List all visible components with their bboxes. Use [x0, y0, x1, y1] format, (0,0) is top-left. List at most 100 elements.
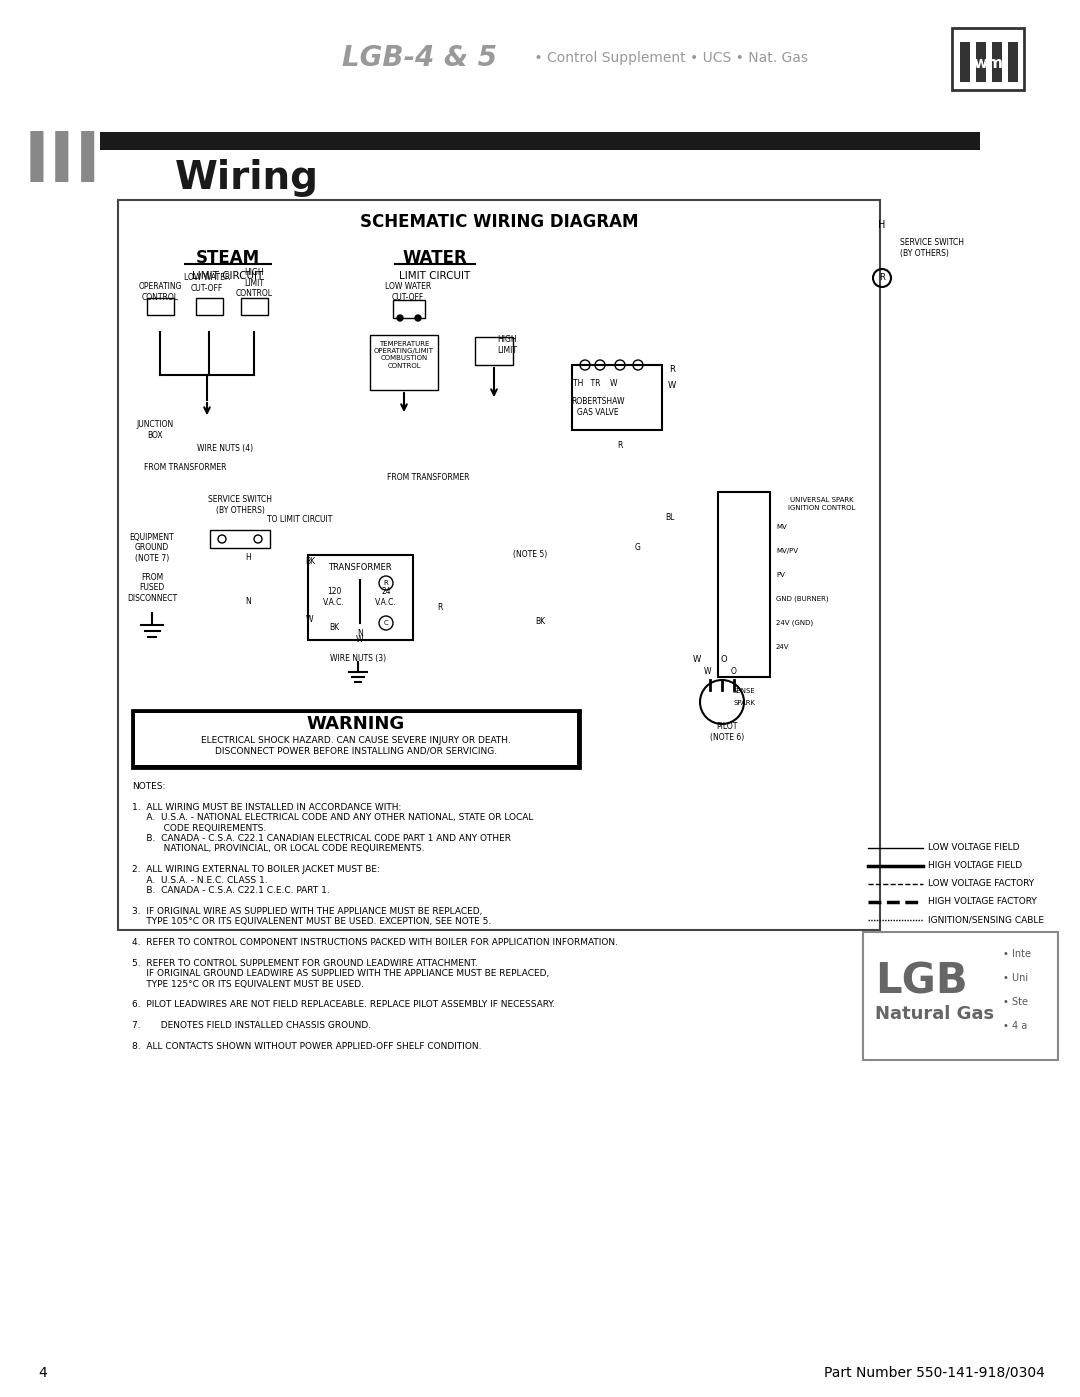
Text: BK: BK [305, 557, 315, 567]
Bar [572, 365, 662, 430]
Text: FROM TRANSFORMER: FROM TRANSFORMER [387, 474, 469, 482]
Text: JUNCTION
BOX: JUNCTION BOX [136, 420, 174, 440]
Bar [195, 298, 222, 314]
Text: LGB: LGB [875, 961, 968, 1003]
Text: 4: 4 [38, 1366, 46, 1380]
Text: W: W [703, 668, 711, 676]
Text: Natural Gas: Natural Gas [875, 1004, 994, 1023]
Text: ROBERTSHAW
GAS VALVE: ROBERTSHAW GAS VALVE [571, 397, 624, 416]
Text: UNIVERSAL SPARK
IGNITION CONTROL: UNIVERSAL SPARK IGNITION CONTROL [788, 497, 855, 510]
Circle shape [415, 314, 421, 321]
Text: EQUIPMENT
GROUND
(NOTE 7): EQUIPMENT GROUND (NOTE 7) [130, 534, 174, 563]
Text: • Control Supplement • UCS • Nat. Gas: • Control Supplement • UCS • Nat. Gas [530, 52, 808, 66]
Text: SERVICE SWITCH
(BY OTHERS): SERVICE SWITCH (BY OTHERS) [208, 496, 272, 514]
Text: ELECTRICAL SHOCK HAZARD. CAN CAUSE SEVERE INJURY OR DEATH.
DISCONNECT POWER BEFO: ELECTRICAL SHOCK HAZARD. CAN CAUSE SEVER… [201, 736, 511, 756]
Bar [976, 42, 986, 82]
Text: OPERATING
CONTROL: OPERATING CONTROL [138, 282, 181, 302]
Text: • Uni: • Uni [1003, 972, 1028, 983]
Bar [118, 200, 880, 930]
Text: PILOT
(NOTE 6): PILOT (NOTE 6) [710, 722, 744, 742]
Bar [960, 42, 970, 82]
Bar [147, 298, 174, 314]
Text: WATER: WATER [403, 249, 468, 267]
Text: III: III [23, 129, 100, 196]
Text: W: W [307, 616, 314, 624]
Text: STEAM: STEAM [195, 249, 260, 267]
Text: FROM
FUSED
DISCONNECT: FROM FUSED DISCONNECT [127, 573, 177, 604]
Text: FROM TRANSFORMER: FROM TRANSFORMER [144, 464, 226, 472]
Text: HIGH VOLTAGE FACTORY: HIGH VOLTAGE FACTORY [928, 897, 1037, 907]
Text: 24V (GND): 24V (GND) [777, 620, 813, 626]
Text: • 4 a: • 4 a [1003, 1021, 1027, 1031]
Text: H: H [245, 553, 251, 563]
Text: PV: PV [777, 571, 785, 578]
Text: R: R [437, 604, 443, 612]
Bar [135, 712, 577, 766]
Text: • Ste: • Ste [1003, 997, 1028, 1007]
Bar [308, 555, 413, 640]
Text: H: H [878, 219, 886, 231]
Text: O: O [731, 668, 737, 676]
Bar [993, 42, 1002, 82]
Text: BL: BL [665, 514, 675, 522]
Circle shape [397, 314, 403, 321]
Text: TRANSFORMER: TRANSFORMER [328, 563, 392, 571]
Text: • Inte: • Inte [1003, 949, 1031, 958]
Text: LOW WATER
CUT-OFF: LOW WATER CUT-OFF [384, 282, 431, 302]
Text: TEMPERATURE
OPERATING/LIMIT
COMBUSTION
CONTROL: TEMPERATURE OPERATING/LIMIT COMBUSTION C… [374, 341, 434, 369]
Text: N: N [245, 598, 251, 606]
Text: MV: MV [777, 524, 786, 529]
Text: SENSE: SENSE [732, 687, 755, 694]
Bar [863, 932, 1058, 1060]
Text: W: W [356, 634, 364, 644]
Text: BK: BK [329, 623, 339, 631]
Text: SCHEMATIC WIRING DIAGRAM: SCHEMATIC WIRING DIAGRAM [360, 212, 638, 231]
Text: IGNITION/SENSING CABLE: IGNITION/SENSING CABLE [928, 915, 1044, 925]
Text: R: R [383, 580, 389, 585]
Text: GND (BURNER): GND (BURNER) [777, 595, 828, 602]
Text: SERVICE SWITCH
(BY OTHERS): SERVICE SWITCH (BY OTHERS) [900, 239, 964, 257]
Text: LIMIT CIRCUIT: LIMIT CIRCUIT [192, 271, 264, 281]
Text: wm: wm [973, 56, 1003, 71]
Text: LOW VOLTAGE FIELD: LOW VOLTAGE FIELD [928, 844, 1020, 852]
Text: WARNING: WARNING [307, 715, 405, 733]
Text: W: W [667, 380, 676, 390]
Text: HIGH VOLTAGE FIELD: HIGH VOLTAGE FIELD [928, 862, 1022, 870]
Text: R: R [879, 274, 885, 282]
Text: HIGH
LIMIT
CONTROL: HIGH LIMIT CONTROL [235, 268, 272, 298]
Bar [210, 529, 270, 548]
Bar [241, 298, 268, 314]
Text: LOW WATER
CUT-OFF: LOW WATER CUT-OFF [184, 274, 230, 293]
Text: SPARK: SPARK [733, 700, 755, 705]
Bar [100, 131, 980, 149]
Bar [132, 710, 580, 768]
Bar [370, 335, 438, 390]
Text: 120
V.A.C.: 120 V.A.C. [323, 587, 345, 606]
Text: BK: BK [535, 617, 545, 626]
Bar [718, 492, 770, 678]
Text: O: O [720, 655, 727, 665]
Text: 24V: 24V [777, 644, 789, 650]
Text: Wiring: Wiring [175, 159, 319, 197]
Text: LGB-4 & 5: LGB-4 & 5 [342, 43, 498, 73]
Text: (NOTE 5): (NOTE 5) [513, 550, 548, 560]
Text: MV/PV: MV/PV [777, 548, 798, 555]
Bar [475, 337, 513, 365]
Text: R: R [670, 366, 675, 374]
Text: LIMIT CIRCUIT: LIMIT CIRCUIT [400, 271, 471, 281]
Text: C: C [383, 620, 389, 626]
Text: WIRE NUTS (4): WIRE NUTS (4) [197, 443, 253, 453]
Text: TO LIMIT CIRCUIT: TO LIMIT CIRCUIT [268, 515, 333, 524]
Bar [951, 28, 1024, 89]
Text: 24
V.A.C.: 24 V.A.C. [375, 587, 396, 606]
Text: R: R [618, 440, 623, 450]
Text: HIGH
LIMIT: HIGH LIMIT [497, 335, 517, 355]
Text: G: G [635, 543, 640, 552]
Bar [393, 300, 426, 319]
Text: W: W [693, 655, 701, 665]
Text: WIRE NUTS (3): WIRE NUTS (3) [329, 654, 386, 662]
Text: Part Number 550-141-918/0304: Part Number 550-141-918/0304 [824, 1366, 1045, 1380]
Bar [1008, 42, 1018, 82]
Text: TH   TR    W: TH TR W [572, 379, 618, 387]
Text: LOW VOLTAGE FACTORY: LOW VOLTAGE FACTORY [928, 880, 1035, 888]
